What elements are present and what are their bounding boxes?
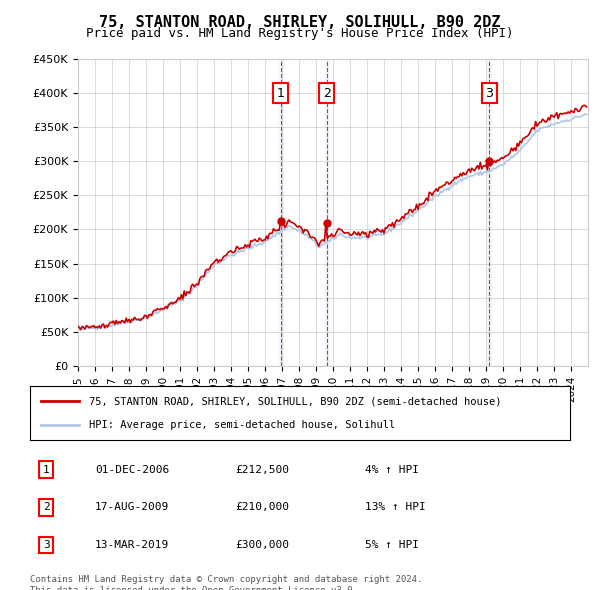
Text: 3: 3: [43, 540, 50, 550]
Bar: [325, 59, 329, 366]
Text: 1: 1: [277, 87, 284, 100]
Text: 3: 3: [485, 87, 493, 100]
Text: £210,000: £210,000: [235, 503, 289, 512]
Text: £212,500: £212,500: [235, 465, 289, 474]
Text: 4% ↑ HPI: 4% ↑ HPI: [365, 465, 419, 474]
Text: £300,000: £300,000: [235, 540, 289, 550]
Text: 75, STANTON ROAD, SHIRLEY, SOLIHULL, B90 2DZ (semi-detached house): 75, STANTON ROAD, SHIRLEY, SOLIHULL, B90…: [89, 396, 502, 407]
Text: 13-MAR-2019: 13-MAR-2019: [95, 540, 169, 550]
Text: 13% ↑ HPI: 13% ↑ HPI: [365, 503, 425, 512]
Text: 17-AUG-2009: 17-AUG-2009: [95, 503, 169, 512]
Text: 2: 2: [323, 87, 331, 100]
Text: HPI: Average price, semi-detached house, Solihull: HPI: Average price, semi-detached house,…: [89, 419, 395, 430]
Bar: [278, 59, 283, 366]
Text: 5% ↑ HPI: 5% ↑ HPI: [365, 540, 419, 550]
Text: Contains HM Land Registry data © Crown copyright and database right 2024.
This d: Contains HM Land Registry data © Crown c…: [30, 575, 422, 590]
Text: 1: 1: [43, 465, 50, 474]
Bar: [487, 59, 491, 366]
Text: 2: 2: [43, 503, 50, 512]
Text: 01-DEC-2006: 01-DEC-2006: [95, 465, 169, 474]
Text: 75, STANTON ROAD, SHIRLEY, SOLIHULL, B90 2DZ: 75, STANTON ROAD, SHIRLEY, SOLIHULL, B90…: [99, 15, 501, 30]
Text: Price paid vs. HM Land Registry's House Price Index (HPI): Price paid vs. HM Land Registry's House …: [86, 27, 514, 40]
